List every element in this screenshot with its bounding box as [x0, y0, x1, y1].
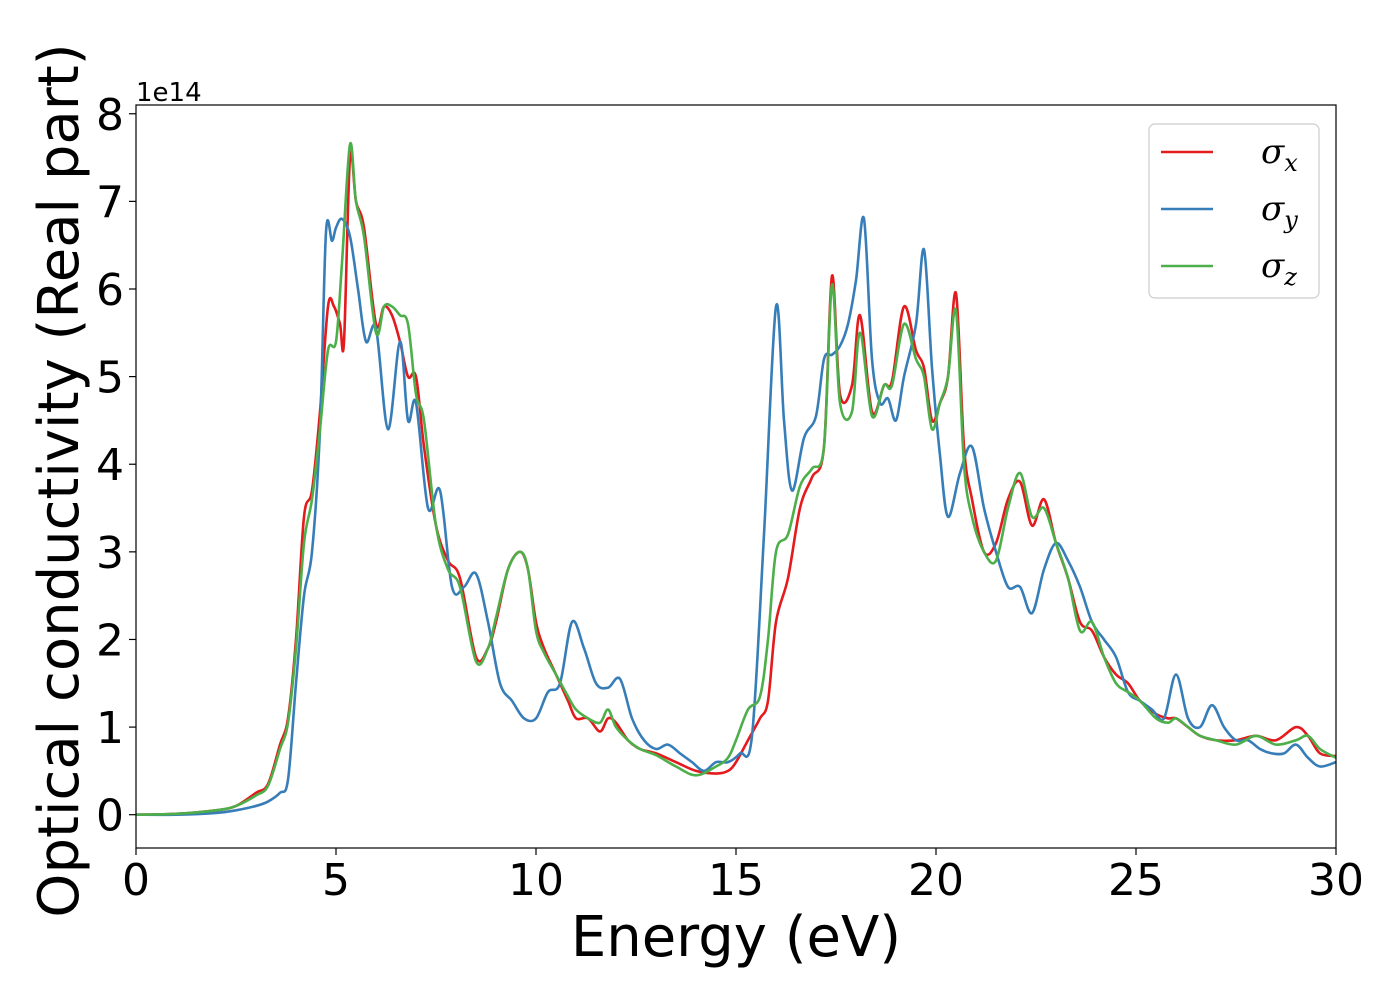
series-line-x — [136, 150, 1336, 817]
series-line-y — [136, 215, 1336, 817]
y-tick-label: 4 — [96, 440, 124, 491]
legend-label-x: σx — [1261, 132, 1298, 177]
y-axis-title: Optical conductivity (Real part) — [27, 43, 92, 917]
x-tick-label: 15 — [708, 855, 764, 906]
x-axis-title: Energy (eV) — [571, 905, 901, 970]
x-tick-label: 5 — [322, 855, 350, 906]
legend-label-y: σy — [1261, 189, 1298, 234]
series-layer — [136, 141, 1336, 817]
y-tick-label: 5 — [96, 353, 124, 404]
x-tick-label: 0 — [122, 855, 150, 906]
x-tick-label: 30 — [1308, 855, 1364, 906]
x-tick-label: 25 — [1108, 855, 1164, 906]
y-tick-label: 7 — [96, 177, 124, 228]
x-tick-label: 20 — [908, 855, 964, 906]
series-line-z — [136, 141, 1336, 817]
y-tick-label: 0 — [96, 791, 124, 842]
y-tick-label: 3 — [96, 528, 124, 579]
y-tick-label: 2 — [96, 615, 124, 666]
legend: σx σy σz — [1148, 123, 1320, 299]
y-tick-label: 1 — [96, 703, 124, 754]
y-tick-label: 6 — [96, 265, 124, 316]
y-axis: 0 1 2 3 4 5 6 7 8 — [96, 90, 136, 842]
y-offset-label: 1e14 — [136, 78, 202, 108]
legend-box — [1148, 123, 1320, 299]
x-axis: 0 5 10 15 20 25 30 — [122, 848, 1364, 906]
y-tick-label: 8 — [96, 90, 124, 141]
x-tick-label: 10 — [508, 855, 564, 906]
legend-label-z: σz — [1261, 246, 1297, 291]
